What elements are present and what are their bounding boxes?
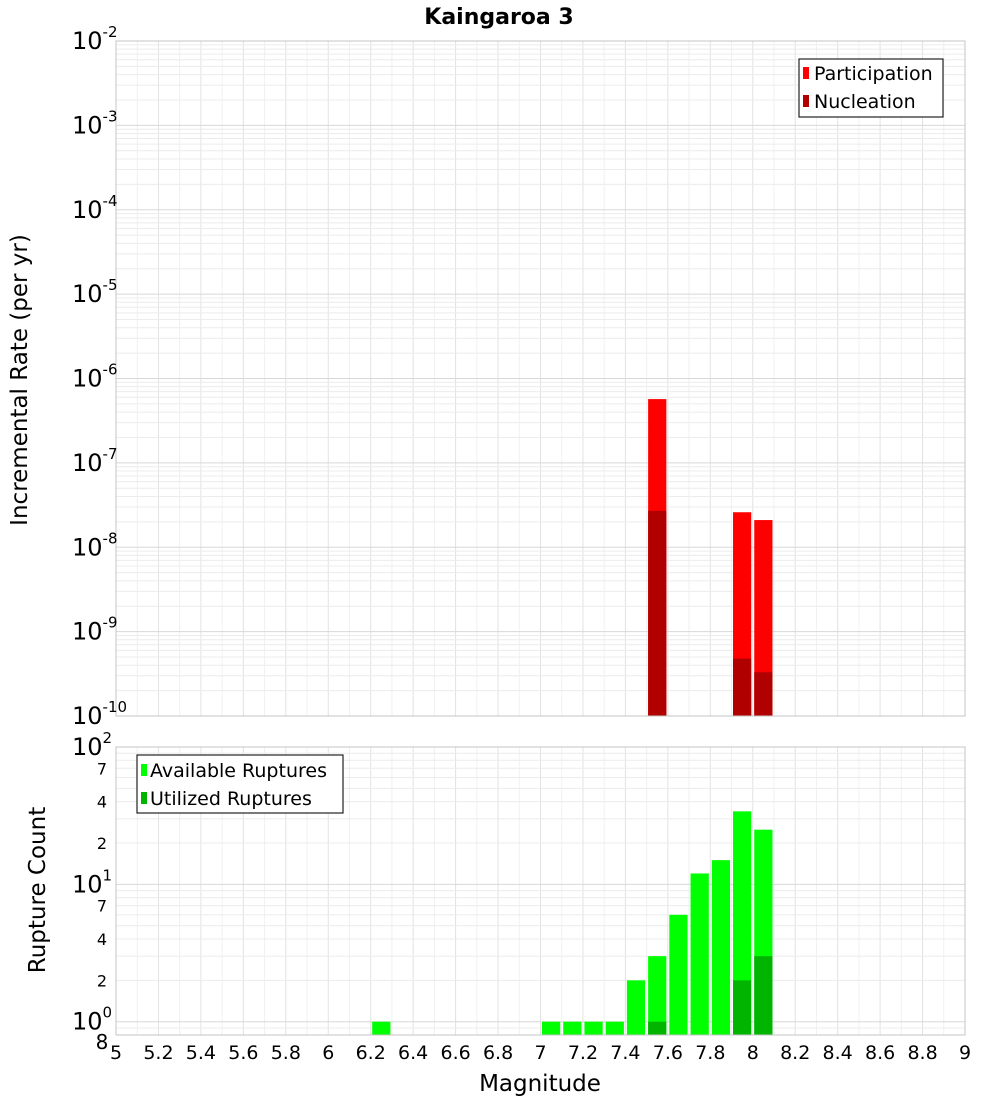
chart-title: Kaingaroa 3 bbox=[424, 5, 573, 30]
top-plot-frame bbox=[115, 40, 966, 717]
legend-label: Utilized Ruptures bbox=[150, 788, 312, 810]
y-minor-tick-label: 7 bbox=[97, 759, 107, 778]
x-tick-label: 9 bbox=[959, 1042, 971, 1064]
legend-label: Participation bbox=[814, 63, 933, 85]
top-y-axis-label: Incremental Rate (per yr) bbox=[7, 234, 33, 526]
x-tick-label: 7 bbox=[534, 1042, 546, 1064]
x-tick-label: 7.4 bbox=[610, 1042, 640, 1064]
utilized-bar bbox=[733, 980, 752, 1035]
utilized-bar bbox=[648, 1021, 667, 1035]
y-tick-label: 101 bbox=[72, 866, 112, 898]
y-tick-label: 10-9 bbox=[72, 614, 118, 646]
y-tick-label: 102 bbox=[72, 729, 112, 761]
x-tick-label: 7.6 bbox=[653, 1042, 683, 1064]
x-tick-label: 7.2 bbox=[568, 1042, 598, 1064]
available-bar bbox=[584, 1021, 603, 1035]
x-tick-label: 6 bbox=[322, 1042, 334, 1064]
legend-box bbox=[798, 58, 944, 118]
y-minor-tick-label: 2 bbox=[97, 834, 107, 853]
bottom-y-axis-label: Rupture Count bbox=[25, 807, 51, 973]
y-tick-label: 10-8 bbox=[72, 529, 118, 561]
available-bar bbox=[563, 1021, 582, 1035]
x-tick-label: 8.6 bbox=[865, 1042, 895, 1064]
x-tick-label: 5.4 bbox=[186, 1042, 216, 1064]
y-minor-tick-label: 2 bbox=[97, 971, 107, 990]
x-tick-label: 6.2 bbox=[356, 1042, 386, 1064]
available-bar bbox=[733, 811, 752, 1035]
x-tick-label: 7.8 bbox=[695, 1042, 725, 1064]
x-tick-label: 8.8 bbox=[907, 1042, 937, 1064]
x-tick-label: 6.6 bbox=[440, 1042, 470, 1064]
y-minor-tick-label: 4 bbox=[97, 793, 107, 812]
x-tick-label: 5.2 bbox=[143, 1042, 173, 1064]
x-tick-label: 6.8 bbox=[483, 1042, 513, 1064]
legend-swatch bbox=[803, 95, 809, 107]
nucleation-bar bbox=[733, 658, 752, 716]
nucleation-bar bbox=[648, 510, 667, 716]
y-tick-label: 10-5 bbox=[72, 276, 118, 308]
y-tick-label: 10-2 bbox=[72, 23, 118, 55]
y-tick-label: 10-4 bbox=[72, 192, 118, 224]
y-tick-label: 100 bbox=[72, 1004, 112, 1036]
legend-swatch bbox=[141, 792, 147, 804]
available-bar bbox=[711, 860, 731, 1035]
available-bar bbox=[372, 1021, 391, 1035]
bottom-plot-frame bbox=[115, 746, 966, 1036]
x-tick-label: 8.4 bbox=[823, 1042, 853, 1064]
legend-label: Nucleation bbox=[814, 91, 916, 113]
available-bar bbox=[542, 1021, 561, 1035]
top-plot: 10-10 10-9 10-8 10-7 10-6 10-5 10-4 10-3 10-2 Par… bbox=[72, 23, 966, 730]
legend-label: Available Ruptures bbox=[150, 760, 327, 782]
nucleation-bar bbox=[754, 672, 773, 716]
x-tick-label: 5.8 bbox=[271, 1042, 301, 1064]
x-axis-label: Magnitude bbox=[479, 1071, 601, 1097]
y-tick-label: 10-10 bbox=[72, 698, 127, 730]
available-bar bbox=[605, 1021, 624, 1035]
available-bar bbox=[690, 873, 709, 1035]
y-minor-tick-label: 8 bbox=[96, 1030, 109, 1054]
y-minor-tick-label: 7 bbox=[97, 897, 107, 916]
available-bar bbox=[626, 980, 646, 1035]
x-tick-label: 5.6 bbox=[228, 1042, 258, 1064]
available-bar bbox=[669, 914, 688, 1035]
legend-bottom: Available Ruptures Utilized Ruptures bbox=[136, 754, 344, 814]
x-tick-label: 8 bbox=[747, 1042, 759, 1064]
legend-top: Participation Nucleation bbox=[798, 58, 944, 118]
utilized-bar bbox=[754, 956, 773, 1035]
x-tick-label: 8.2 bbox=[780, 1042, 810, 1064]
legend-swatch bbox=[141, 764, 147, 776]
y-tick-label: 10-7 bbox=[72, 445, 118, 477]
available-bar bbox=[648, 956, 667, 1035]
legend-swatch bbox=[803, 67, 809, 79]
x-tick-label: 5 bbox=[110, 1042, 122, 1064]
legend-box bbox=[136, 754, 344, 814]
bottom-plot: 100 101 102 8 2 4 7 2 4 7 5 5.2 5.4 5.6 5.8 6 6.2 6.4 6.6 6… bbox=[72, 729, 971, 1064]
y-minor-tick-label: 4 bbox=[97, 930, 107, 949]
y-tick-label: 10-6 bbox=[72, 361, 118, 393]
participation-bar bbox=[754, 520, 773, 716]
y-tick-label: 10-3 bbox=[72, 107, 118, 139]
x-tick-label: 6.4 bbox=[398, 1042, 428, 1064]
